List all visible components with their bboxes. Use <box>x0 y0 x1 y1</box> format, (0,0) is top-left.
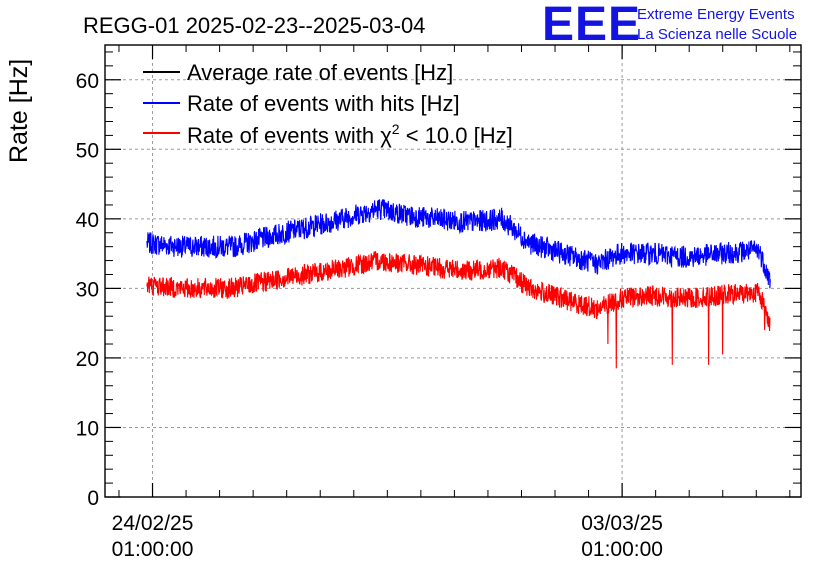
y-tick-label: 60 <box>76 70 99 93</box>
legend-label-chi2: Rate of events with χ2 < 10.0 [Hz] <box>187 121 513 148</box>
y-tick-label: 50 <box>76 139 99 162</box>
series-layer <box>146 199 771 369</box>
x-tick-label-date: 24/02/25 <box>112 512 194 535</box>
chart-title: REGG-01 2025-02-23--2025-03-04 <box>83 13 425 38</box>
x-tick-label-time: 01:00:00 <box>581 538 663 561</box>
y-tick-label: 40 <box>76 209 99 232</box>
series-line-2 <box>146 251 771 369</box>
plot-frame <box>104 44 802 498</box>
brand-line-2: La Scienza nelle Scuole <box>637 26 797 43</box>
legend: Average rate of events [Hz] Rate of even… <box>143 60 513 148</box>
y-tick-label: 20 <box>76 348 99 371</box>
eee-logo: EEE Extreme Energy Events La Scienza nel… <box>542 0 797 51</box>
y-tick-label: 10 <box>76 417 99 440</box>
y-axis-label: Rate [Hz] <box>5 59 33 163</box>
x-tick-label-date: 03/03/25 <box>581 512 663 535</box>
x-tick-labels: 24/02/25 01:00:00 03/03/25 01:00:00 <box>112 512 663 561</box>
axis-ticks <box>105 45 801 498</box>
brand-line-1: Extreme Energy Events <box>637 6 795 23</box>
logo-mark: EEE <box>542 0 641 51</box>
y-tick-label: 30 <box>76 278 99 301</box>
legend-label-average: Average rate of events [Hz] <box>187 60 453 85</box>
series-line-1 <box>146 199 771 289</box>
y-tick-labels: 0 10 20 30 40 50 60 <box>76 70 99 510</box>
y-tick-label: 0 <box>87 487 99 510</box>
legend-label-hits: Rate of events with hits [Hz] <box>187 91 460 116</box>
x-tick-label-time: 01:00:00 <box>112 538 194 561</box>
